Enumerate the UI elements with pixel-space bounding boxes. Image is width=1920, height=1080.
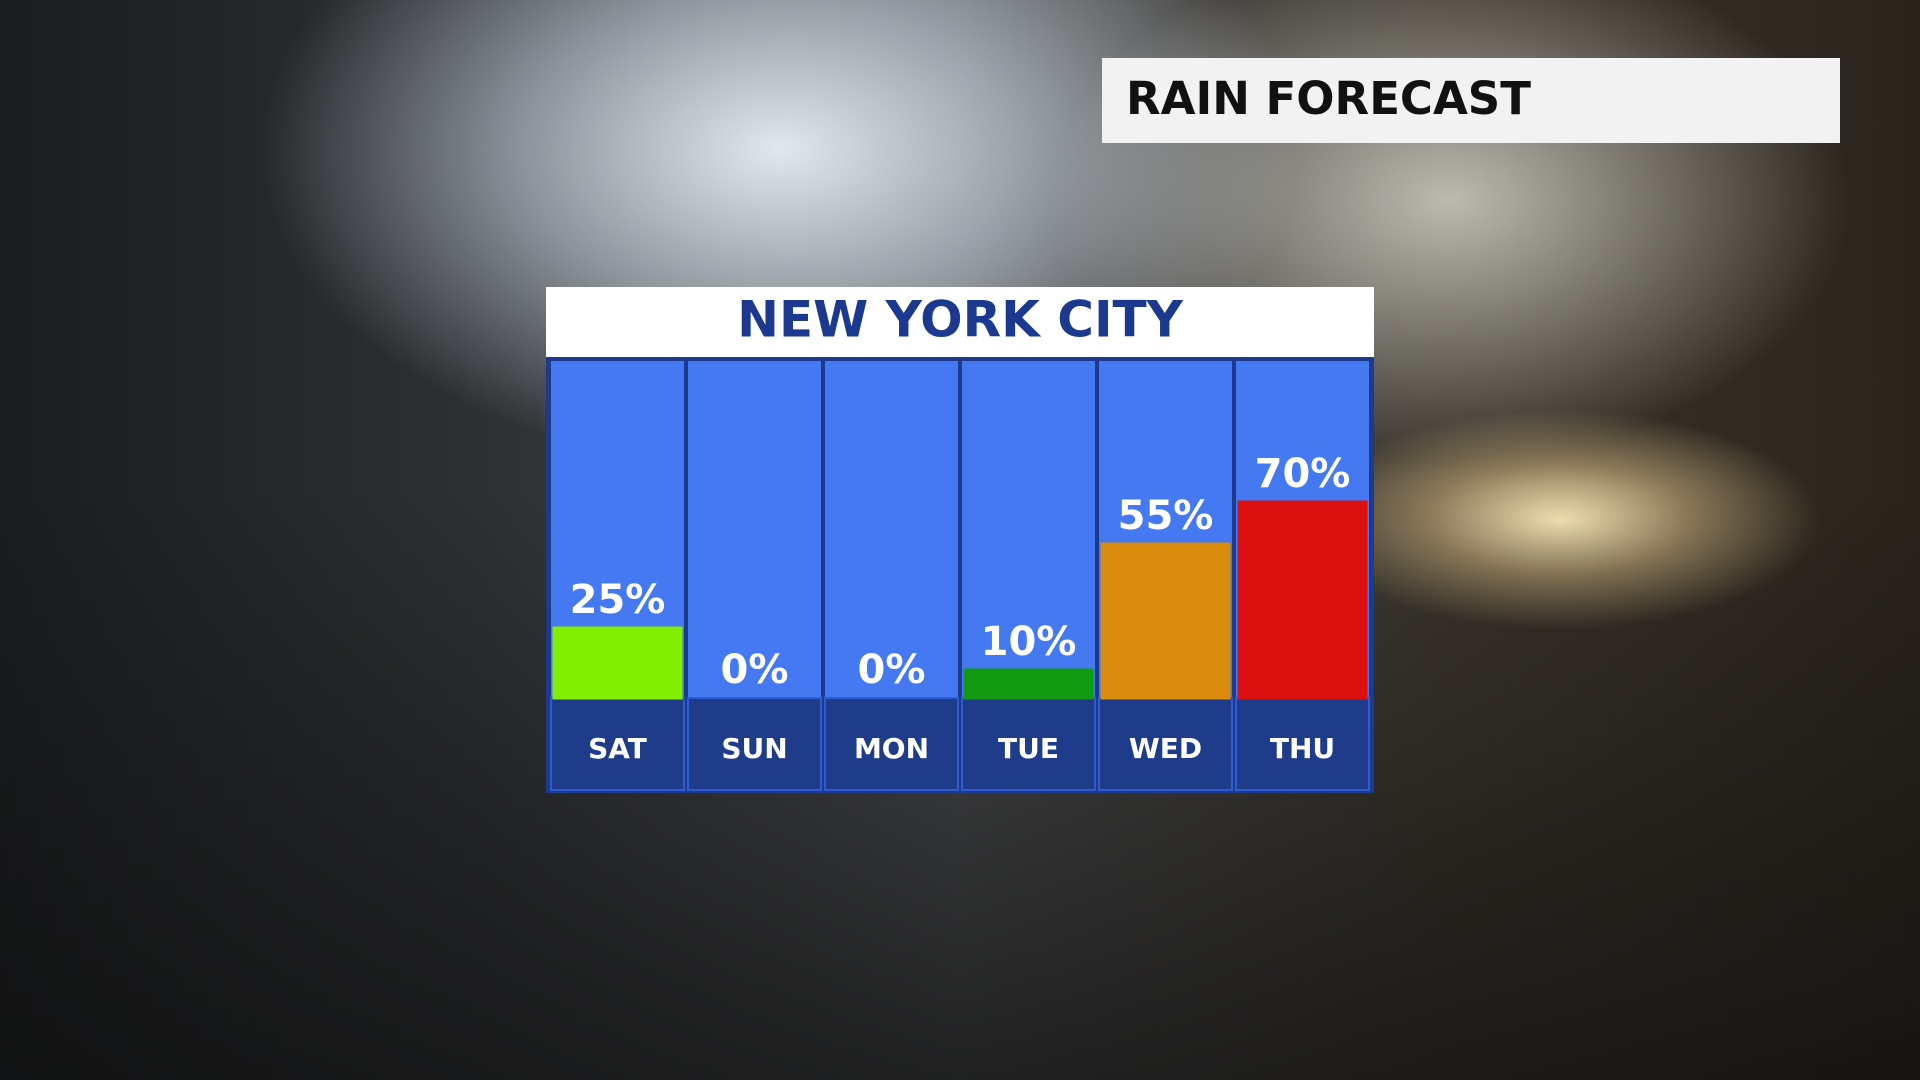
x-tick-label: THU xyxy=(1270,732,1335,765)
header-title: RAIN FORECAST xyxy=(1126,72,1531,125)
x-tick-label: MON xyxy=(854,732,929,765)
bar xyxy=(1100,542,1231,700)
day-box xyxy=(1235,697,1370,791)
title-box xyxy=(546,287,1374,357)
value-label: 0% xyxy=(721,647,789,693)
value-label: 55% xyxy=(1118,493,1214,539)
day-box xyxy=(687,697,822,791)
column xyxy=(962,361,1095,698)
bar xyxy=(963,668,1094,700)
x-tick-label: TUE xyxy=(998,732,1059,765)
bar xyxy=(1237,500,1368,700)
day-box xyxy=(824,697,959,791)
x-tick-label: WED xyxy=(1129,732,1202,765)
day-box xyxy=(1098,697,1233,791)
value-label: 0% xyxy=(858,647,926,693)
column xyxy=(825,361,958,698)
value-label: 70% xyxy=(1255,451,1351,497)
header-box xyxy=(1102,58,1840,143)
day-box xyxy=(961,697,1096,791)
bar xyxy=(552,626,683,700)
x-tick-label: SUN xyxy=(721,732,787,765)
value-label: 10% xyxy=(981,619,1077,665)
column xyxy=(688,361,821,698)
chart-title: NEW YORK CITY xyxy=(737,291,1184,349)
x-tick-label: SAT xyxy=(588,732,647,765)
value-label: 25% xyxy=(570,577,666,623)
